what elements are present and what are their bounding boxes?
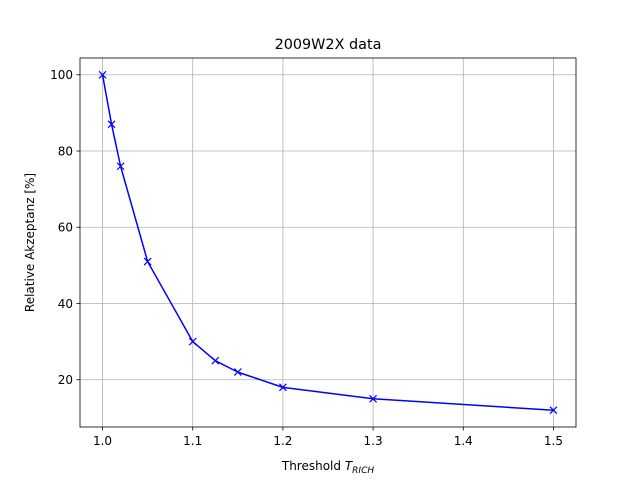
y-tick-label: 60 xyxy=(58,221,73,235)
data-point-marker xyxy=(116,162,125,171)
data-point-marker xyxy=(143,257,152,266)
y-axis-label: Relative Akzeptanz [%] xyxy=(23,173,37,312)
marker-stroke xyxy=(549,406,558,415)
x-tick-label: 1.2 xyxy=(273,434,292,448)
y-tick-label: 20 xyxy=(58,373,73,387)
x-axis-label-text: Threshold xyxy=(281,459,345,473)
marker-stroke xyxy=(278,383,287,392)
marker-stroke xyxy=(233,368,242,377)
x-tick-label: 1.3 xyxy=(364,434,383,448)
data-point-marker xyxy=(549,406,558,415)
marker-stroke xyxy=(143,257,152,266)
data-point-marker xyxy=(369,394,378,403)
x-tick-label: 1.4 xyxy=(454,434,473,448)
data-point-marker xyxy=(188,337,197,346)
y-tick-label: 100 xyxy=(50,68,73,82)
x-axis-label: Threshold TRICH xyxy=(281,459,374,476)
grid-lines xyxy=(80,58,576,427)
axis-ticks: 1.0 1.1 1.2 1.3 1.4 1.5 20 40 60 80 100 xyxy=(50,68,563,448)
x-tick-label: 1.5 xyxy=(544,434,563,448)
data-point-marker xyxy=(211,356,220,365)
chart-title: 2009W2X data xyxy=(275,37,382,53)
x-tick-label: 1.1 xyxy=(183,434,202,448)
marker-stroke xyxy=(211,356,220,365)
y-tick-label: 80 xyxy=(58,144,73,158)
marker-stroke xyxy=(107,120,116,129)
marker-stroke xyxy=(116,162,125,171)
series-line xyxy=(101,74,554,411)
x-axis-label-subscript: RICH xyxy=(352,466,374,476)
series-layer xyxy=(98,70,558,415)
plot-frame xyxy=(79,57,577,428)
data-point-marker xyxy=(278,383,287,392)
x-tick-label: 1.0 xyxy=(93,434,112,448)
y-tick-label: 40 xyxy=(58,297,73,311)
marker-stroke xyxy=(369,394,378,403)
data-point-marker xyxy=(107,120,116,129)
x-axis-label-symbol: T xyxy=(345,459,354,473)
data-point-marker xyxy=(98,70,107,79)
marker-stroke xyxy=(188,337,197,346)
marker-stroke xyxy=(98,70,107,79)
data-point-marker xyxy=(233,368,242,377)
